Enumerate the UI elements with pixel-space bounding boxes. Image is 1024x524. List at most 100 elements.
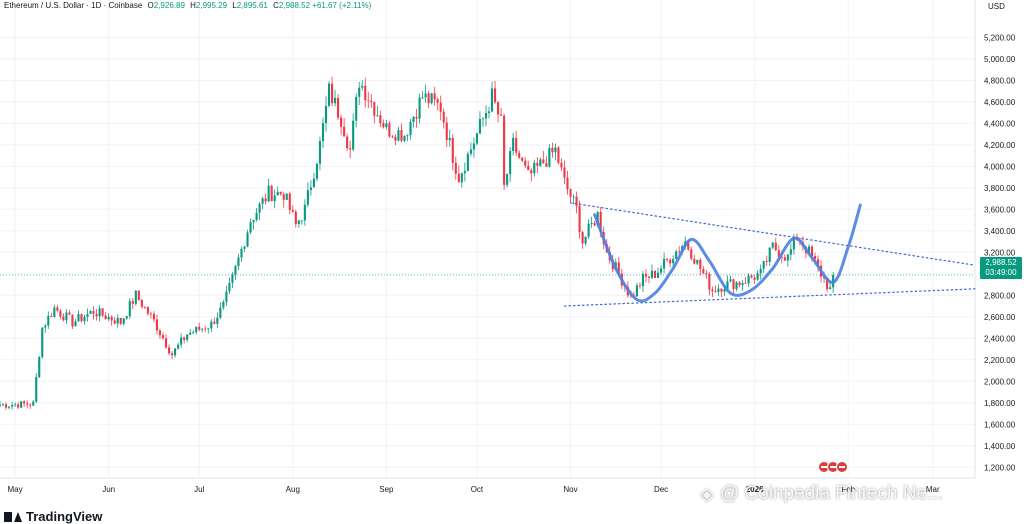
candle-body — [98, 308, 101, 317]
candle-body — [110, 316, 113, 321]
candle-body — [484, 113, 488, 119]
us-flag-icon[interactable] — [836, 461, 848, 473]
candle-body — [406, 135, 409, 136]
candle-body — [167, 347, 171, 354]
y-tick-label: 4,400.00 — [984, 119, 1016, 128]
candle-body — [80, 314, 83, 322]
low-label: L — [232, 1, 237, 10]
candle-body — [584, 236, 587, 244]
candle-body — [273, 195, 276, 202]
candle-body — [518, 152, 521, 158]
candle-body — [7, 406, 11, 408]
y-tick-label: 3,200.00 — [984, 248, 1016, 257]
y-tick-label: 1,600.00 — [984, 420, 1016, 429]
candle-body — [445, 122, 448, 141]
projection-curve — [593, 203, 862, 303]
candle-body — [738, 282, 741, 286]
candle-body — [750, 275, 753, 278]
candle-body — [113, 320, 116, 324]
candle-body — [590, 223, 593, 224]
candle-body — [515, 137, 518, 153]
candle-body — [536, 162, 539, 166]
candle-body — [726, 281, 729, 290]
candle-body — [436, 99, 439, 103]
y-tick-label: 2,800.00 — [984, 291, 1016, 300]
candle-body — [512, 137, 515, 151]
candle-body — [816, 259, 820, 266]
candle-body — [617, 262, 620, 274]
candle-body — [53, 307, 56, 317]
candle-body — [418, 97, 421, 119]
candle-body — [143, 306, 146, 308]
watermark-text: @ Coinpedia Fintech Ne... — [719, 483, 943, 504]
candle-body — [653, 270, 657, 278]
candle-body — [533, 162, 536, 174]
candle-body — [364, 85, 367, 101]
candle-body — [729, 279, 732, 282]
candle-body — [388, 123, 391, 137]
coinpedia-logo-icon: ◈ — [700, 483, 714, 504]
candle-body — [771, 242, 774, 248]
y-tick-label: 4,200.00 — [984, 141, 1016, 150]
candle-body — [152, 313, 156, 320]
candle-body — [575, 196, 578, 206]
candle-body — [460, 173, 463, 183]
candle-body — [107, 316, 110, 320]
candle-body — [656, 272, 660, 278]
candle-body — [297, 220, 300, 225]
candle-body — [424, 93, 427, 98]
symbol-name: Ethereum / U.S. Dollar · 1D · Coinbase — [4, 1, 143, 10]
high-value: 2,995.29 — [195, 1, 228, 10]
close-label: C — [273, 1, 279, 10]
candle-body — [270, 185, 273, 202]
candle-body — [708, 274, 711, 290]
candle-body — [340, 117, 343, 127]
candle-body — [306, 190, 309, 205]
candle-body — [355, 96, 358, 121]
candle-body — [720, 288, 723, 292]
candle-body — [409, 121, 412, 136]
candle-body — [122, 318, 125, 324]
candle-body — [324, 105, 328, 124]
candle-body — [403, 135, 406, 141]
economic-events[interactable] — [818, 461, 852, 475]
candle-body — [548, 147, 551, 167]
candle-body — [279, 191, 282, 195]
candle-body — [509, 150, 512, 175]
candle-body — [663, 258, 666, 269]
candle-body — [104, 315, 107, 320]
candle-body — [786, 254, 789, 261]
brand-name: TradingView — [26, 509, 103, 524]
candle-body — [315, 163, 319, 179]
candle-body — [264, 198, 267, 202]
candle-body — [774, 242, 777, 251]
candle-body — [768, 247, 771, 262]
candle-body — [186, 334, 189, 340]
candle-body — [472, 143, 475, 150]
candle-body — [361, 85, 364, 88]
candle-body — [116, 317, 119, 324]
candle-body — [641, 273, 645, 287]
price-axis[interactable]: 1,200.00 1,400.00 1,600.00 1,800.00 2,000.00… — [984, 33, 1016, 472]
candle-body — [792, 236, 795, 250]
candle-body — [228, 282, 231, 292]
time-axis[interactable]: May Jun Jul Aug Sep Oct Nov Dec 2026 Feb Mar — [8, 485, 940, 494]
candle-body — [810, 246, 814, 257]
candle-body — [699, 259, 702, 269]
y-tick-label: 3,400.00 — [984, 227, 1016, 236]
candle-body — [155, 319, 159, 331]
candle-body — [635, 285, 638, 297]
candle-body — [77, 314, 80, 322]
open-label: O — [147, 1, 154, 10]
tradingview-logo[interactable]: TradingView — [4, 509, 102, 524]
currency-label[interactable]: USD — [988, 2, 1005, 11]
candle-body — [216, 317, 219, 324]
candle-body — [177, 344, 180, 349]
candle-body — [29, 404, 32, 406]
y-tick-label: 1,800.00 — [984, 399, 1016, 408]
candle-body — [735, 282, 738, 290]
candle-body — [240, 248, 243, 258]
candle-body — [246, 232, 249, 247]
y-tick-label: 4,000.00 — [984, 162, 1016, 171]
